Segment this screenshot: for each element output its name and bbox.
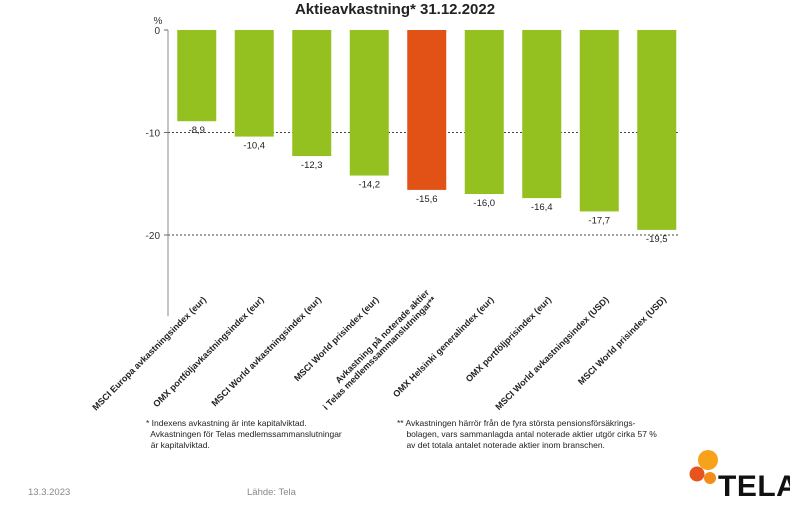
footnote-right: ** Avkastningen härrör från de fyra stör… [397, 418, 657, 451]
data-label: -16,4 [531, 202, 553, 213]
y-tick-label: 0 [154, 26, 160, 37]
bar [464, 30, 504, 194]
bar [407, 30, 447, 190]
category-label: MSCI Europa avkastningsindex (eur) [90, 295, 208, 413]
footnote-left-line: * Indexens avkastning är inte kapitalvik… [146, 418, 307, 428]
bar [349, 30, 389, 176]
y-tick-label: -20 [146, 231, 161, 242]
logo-dot-small [704, 472, 716, 484]
bar-chart: 0 -10 -20% -8,9 MSCI Europa avkastningsindex… [90, 16, 678, 413]
data-label: -17,7 [588, 215, 610, 226]
logo-dot-medium [689, 466, 705, 482]
footer-date: 13.3.2023 [28, 487, 71, 498]
bar [522, 30, 562, 199]
data-label: -15,6 [416, 194, 438, 205]
tela-logo-icon [689, 450, 718, 484]
logo-dot-large [698, 450, 718, 470]
bar [292, 30, 332, 157]
chart-title: Aktieavkastning* 31.12.2022 [294, 1, 496, 18]
data-label: -14,2 [358, 180, 380, 191]
footnote-left-line: Avkastningen för Telas medlemssammanslut… [146, 429, 342, 439]
footnote-right-line: ** Avkastningen härrör från de fyra stör… [397, 418, 636, 428]
footer-source: Lähde: Tela [247, 487, 296, 498]
bar [177, 30, 217, 122]
data-label: -16,0 [473, 198, 495, 209]
bar [637, 30, 677, 230]
data-label: -19,5 [646, 234, 668, 245]
footnote-right-line: av det totala antalet noterade aktier in… [397, 440, 605, 450]
footnote-left-line: är kapitalviktad. [146, 440, 210, 450]
logo-text: TELA [718, 470, 790, 503]
data-label: -10,4 [243, 141, 265, 152]
footnote-right-line: bolagen, vars sammanlagda antal noterade… [397, 429, 657, 439]
bar [579, 30, 619, 212]
category-label: MSCI World avkastningsindex (USD) [493, 295, 610, 412]
y-axis-label: % [154, 16, 163, 27]
data-label: -12,3 [301, 160, 323, 171]
footnote-left: * Indexens avkastning är inte kapitalvik… [146, 418, 342, 451]
category-label: MSCI World avkastningsindex (eur) [209, 295, 323, 409]
bar [234, 30, 274, 137]
y-tick-label: -10 [146, 129, 161, 140]
data-label: -8,9 [189, 125, 205, 136]
